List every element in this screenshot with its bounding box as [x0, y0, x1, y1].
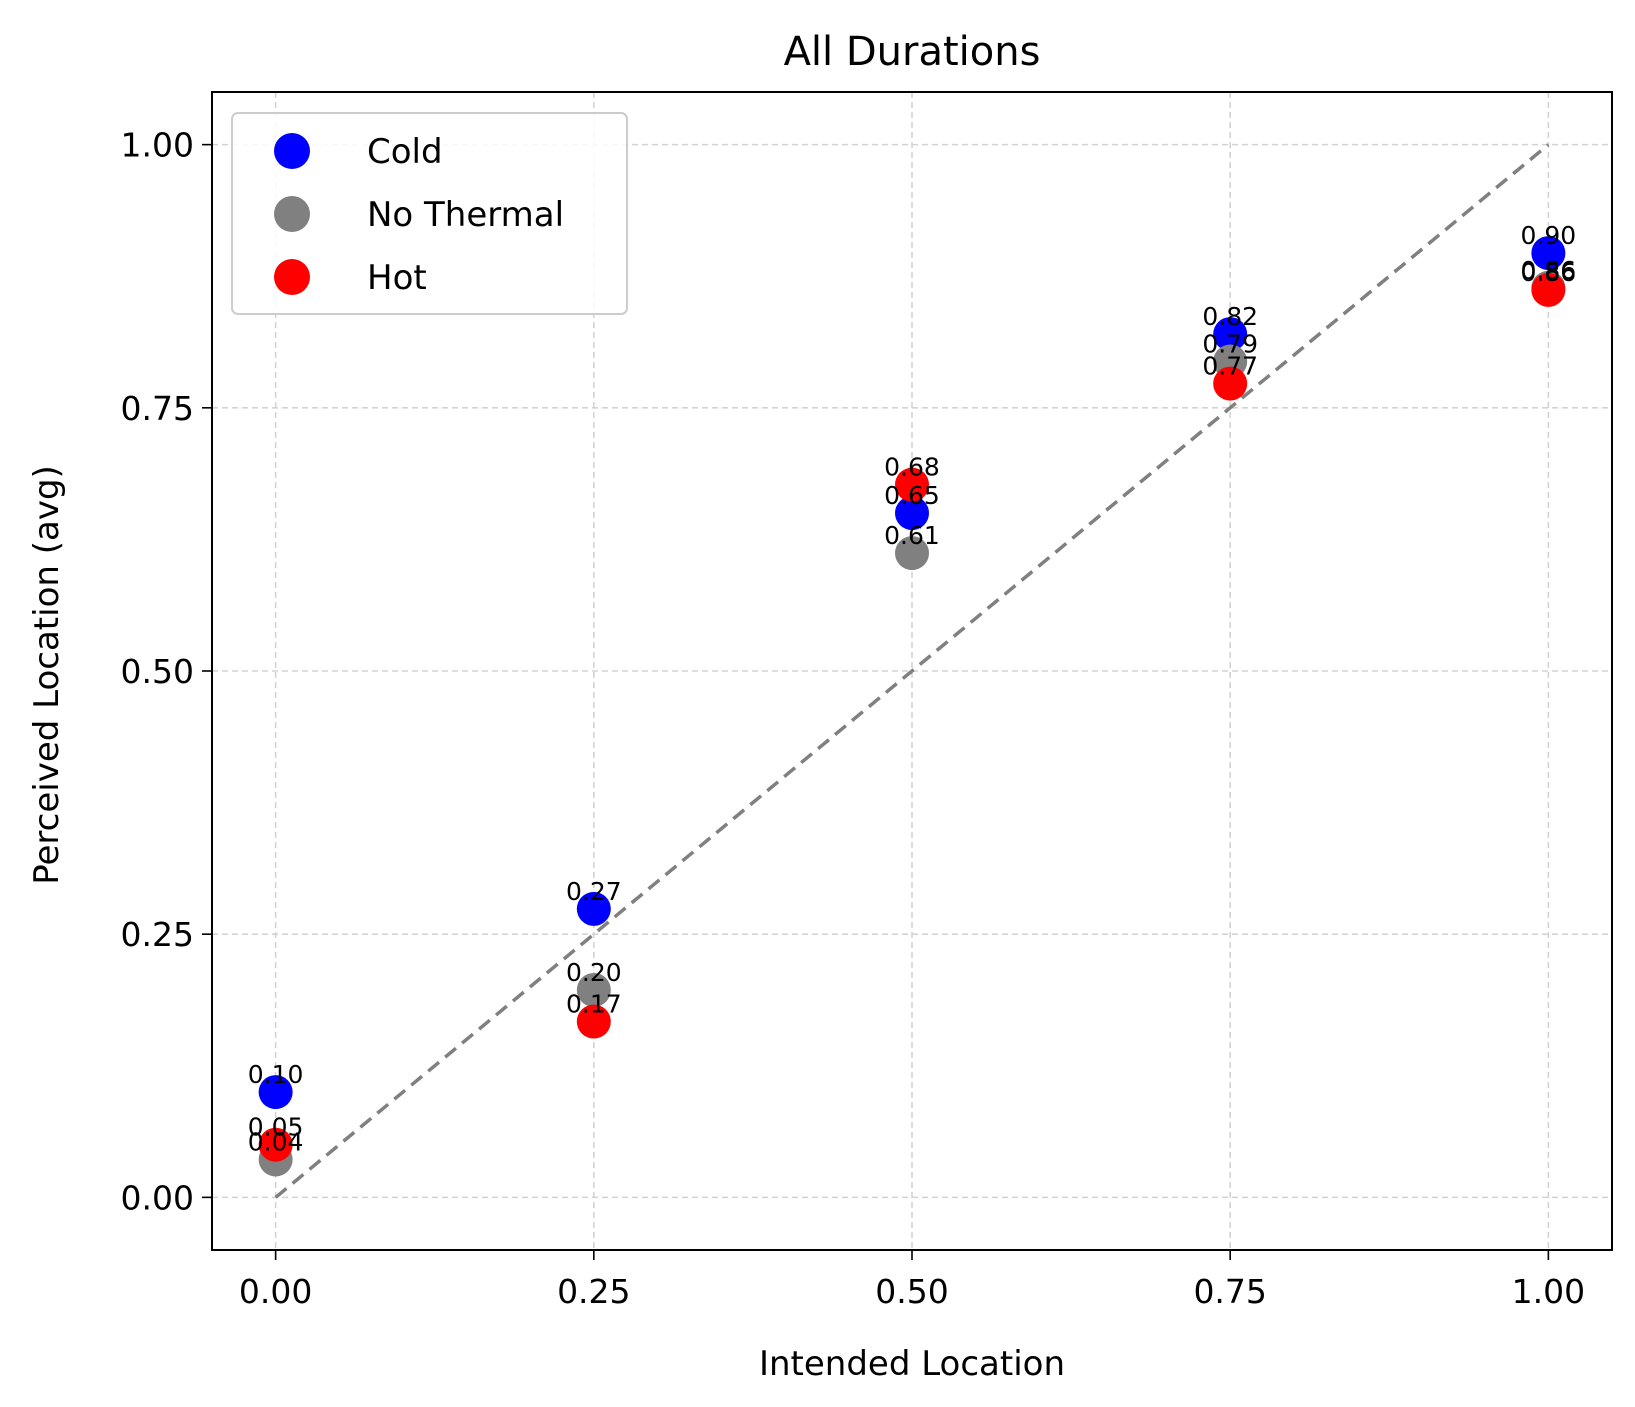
- data-label-hot: 0.17: [566, 990, 622, 1019]
- data-point-cold: [258, 1075, 293, 1110]
- y-tick-label: 0.75: [121, 389, 194, 428]
- data-point-hot: [1531, 272, 1566, 307]
- data-labels: 0.10 0.27 0.65 0.82 0.90 0.04 0.20 0.61 0.79 0.86…: [248, 221, 1576, 1156]
- data-label-no-thermal: 0.04: [248, 1127, 304, 1156]
- y-axis-label: Perceived Location (avg): [27, 465, 67, 885]
- y-tick-label: 0.50: [121, 652, 194, 691]
- reference-line-layer: [274, 143, 1550, 1199]
- legend-label: Cold: [367, 132, 443, 172]
- x-tick-label: 1.00: [1512, 1272, 1585, 1311]
- data-label-hot: 0.77: [1202, 352, 1258, 381]
- data-label-cold: 0.27: [566, 877, 622, 906]
- x-tick-label: 0.75: [1193, 1272, 1266, 1311]
- chart-title: All Durations: [784, 29, 1041, 75]
- legend-label: No Thermal: [367, 195, 564, 235]
- x-tick-label: 0.50: [875, 1272, 948, 1311]
- data-point-cold: [1531, 236, 1566, 271]
- data-label-cold: 0.10: [248, 1060, 304, 1089]
- data-label-cold: 0.65: [884, 481, 940, 510]
- legend: Cold No Thermal Hot: [231, 112, 628, 315]
- data-point-cold: [895, 496, 929, 531]
- y-tick-label: 1.00: [121, 126, 194, 165]
- y-tick-label: 0.25: [121, 915, 194, 954]
- legend-box: [231, 112, 628, 315]
- axis-ticks: 0.00 0.25 0.50 0.75 1.00 0.00 0.25 0.50 0.75 1.00: [121, 126, 1586, 1311]
- data-point-hot: [576, 1004, 611, 1039]
- legend-marker: [274, 196, 310, 232]
- data-label-cold: 0.82: [1202, 302, 1258, 331]
- data-point-hot: [895, 467, 929, 502]
- legend-marker: [274, 259, 310, 295]
- data-point-no-thermal: [576, 972, 611, 1007]
- diagonal-reference-line: [274, 143, 1550, 1199]
- data-label-hot: 0.86: [1521, 258, 1577, 287]
- data-point-no-thermal: [895, 536, 929, 571]
- x-tick-label: 0.00: [239, 1272, 312, 1311]
- data-label-hot: 0.68: [884, 453, 940, 482]
- data-label-no-thermal: 0.20: [566, 958, 622, 987]
- data-label-no-thermal: 0.61: [884, 521, 940, 550]
- x-tick-label: 0.25: [557, 1272, 630, 1311]
- x-axis-label: Intended Location: [759, 1344, 1065, 1384]
- legend-marker: [274, 133, 310, 169]
- data-points: [258, 236, 1566, 1177]
- legend-label: Hot: [367, 258, 427, 298]
- data-point-hot: [258, 1127, 293, 1162]
- data-label-hot: 0.05: [248, 1113, 304, 1142]
- data-label-no-thermal: 0.86: [1521, 256, 1577, 285]
- y-tick-label: 0.00: [121, 1178, 194, 1217]
- data-point-hot: [1213, 366, 1248, 401]
- data-point-cold: [576, 891, 611, 926]
- data-label-cold: 0.90: [1521, 221, 1577, 250]
- data-label-no-thermal: 0.79: [1202, 329, 1258, 358]
- data-point-cold: [1213, 317, 1248, 352]
